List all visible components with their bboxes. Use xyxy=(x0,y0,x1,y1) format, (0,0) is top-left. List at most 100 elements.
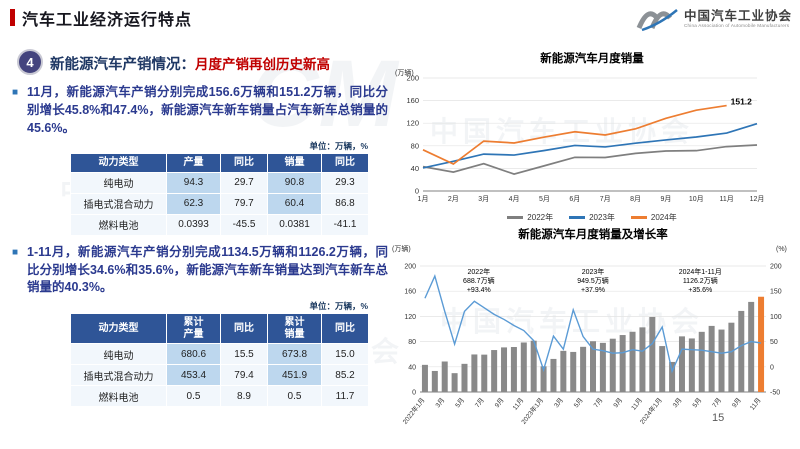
svg-text:1126.2万辆: 1126.2万辆 xyxy=(683,276,718,285)
bullet-square-icon: ■ xyxy=(12,87,19,98)
value-cell: 79.7 xyxy=(220,192,268,215)
svg-text:1月: 1月 xyxy=(418,195,429,203)
legend-swatch xyxy=(507,216,524,219)
svg-text:3月: 3月 xyxy=(478,195,489,203)
legend-label: 2023年 xyxy=(589,213,615,222)
value-cell: -41.1 xyxy=(321,213,369,236)
svg-text:120: 120 xyxy=(404,314,416,321)
svg-text:(%): (%) xyxy=(776,246,787,253)
chart1-title: 新能源汽车月度销量 xyxy=(540,53,644,65)
svg-text:151.2: 151.2 xyxy=(731,97,753,107)
row-label-cell: 插电式混合动力 xyxy=(70,364,167,386)
cumulative-table-block: 单位：万辆，% 动力类型 累计 产量 同比 累计 销量 同比 纯电动 680.6 15.5 6… xyxy=(70,300,369,407)
svg-text:5月: 5月 xyxy=(539,195,550,203)
value-cell: -45.5 xyxy=(220,213,268,236)
bullet-text: 1-11月，新能源汽车产销分别完成1134.5万辆和1126.2万辆，同比分别增… xyxy=(27,244,388,295)
value-cell: 85.2 xyxy=(321,364,369,386)
svg-text:160: 160 xyxy=(404,289,416,296)
cumulative-production-sales-table: 动力类型 累计 产量 同比 累计 销量 同比 纯电动 680.6 15.5 673.8 15.0… xyxy=(70,313,369,407)
svg-text:-50: -50 xyxy=(770,390,780,397)
svg-text:200: 200 xyxy=(770,264,782,271)
value-cell: 453.4 xyxy=(166,364,221,386)
svg-text:160: 160 xyxy=(406,96,419,105)
bullet-paragraph-november: ■ 11月，新能源汽车产销分别完成156.6万辆和151.2万辆，同比分别增长45… xyxy=(12,84,388,137)
svg-text:50: 50 xyxy=(770,339,778,346)
value-cell: 15.5 xyxy=(220,343,268,365)
org-name-cn: 中国汽车工业协会 xyxy=(683,8,792,23)
table-row: 插电式混合动力 453.4 79.4 451.9 85.2 xyxy=(70,364,369,386)
value-cell: 673.8 xyxy=(267,343,322,365)
svg-text:40: 40 xyxy=(408,364,416,371)
value-cell: 94.3 xyxy=(166,171,221,194)
bullet-text: 11月，新能源汽车产销分别完成156.6万辆和151.2万辆，同比分别增长45.… xyxy=(27,85,388,135)
table-row: 燃料电池 0.5 8.9 0.5 11.7 xyxy=(70,385,369,407)
svg-text:200: 200 xyxy=(404,264,416,271)
monthly-sales-line-chart: 0 40 80 120 160 200 1月 2月 3月 4月 5月 6月 7月 8月 9月 10月 11月 12… xyxy=(395,68,765,203)
chart2-block: 新能源汽车月度销量及增长率 0 40 80 120 160 200 -50 0 50 100 150… xyxy=(388,226,798,448)
legend-label: 2024年 xyxy=(650,213,677,222)
table-row: 纯电动 680.6 15.5 673.8 15.0 xyxy=(70,343,369,365)
svg-text:8月: 8月 xyxy=(630,195,641,203)
legend-swatch xyxy=(569,216,586,219)
unit-label: 单位：万辆，% xyxy=(309,301,368,311)
legend-item: 2023年 xyxy=(569,212,615,223)
svg-text:5月: 5月 xyxy=(454,396,467,409)
table-header-cell: 同比 xyxy=(321,313,369,344)
table-header-cell: 动力类型 xyxy=(70,313,167,344)
value-cell: 0.0381 xyxy=(267,213,322,236)
svg-text:+37.9%: +37.9% xyxy=(581,287,605,294)
legend-item: 2024年 xyxy=(630,212,677,223)
left-column: ■ 11月，新能源汽车产销分别完成156.6万辆和151.2万辆，同比分别增长45… xyxy=(12,84,388,415)
svg-text:80: 80 xyxy=(408,339,416,346)
row-label-cell: 燃料电池 xyxy=(70,385,167,407)
svg-text:120: 120 xyxy=(406,119,419,128)
header-accent-bar xyxy=(10,9,15,26)
chart2-title: 新能源汽车月度销量及增长率 xyxy=(518,229,668,241)
org-name-en: China Association of Automobile Manufact… xyxy=(683,23,790,29)
value-cell: 29.3 xyxy=(321,171,369,194)
svg-text:7月: 7月 xyxy=(711,396,724,409)
svg-text:4月: 4月 xyxy=(509,195,520,203)
svg-text:3月: 3月 xyxy=(671,396,684,409)
table-header-cell: 累计 产量 xyxy=(166,313,221,344)
value-cell: 680.6 xyxy=(166,343,221,365)
svg-text:7月: 7月 xyxy=(473,396,486,409)
svg-text:40: 40 xyxy=(411,164,419,173)
value-cell: 60.4 xyxy=(267,192,322,215)
page-title: 汽车工业经济运行特点 xyxy=(22,12,193,29)
table-header-row: 动力类型 累计 产量 同比 累计 销量 同比 xyxy=(70,313,369,344)
svg-text:+35.6%: +35.6% xyxy=(688,287,712,294)
svg-text:(万辆): (万辆) xyxy=(392,244,411,253)
table-header-cell: 同比 xyxy=(220,313,268,344)
monthly-sales-growth-chart: 0 40 80 120 160 200 -50 0 50 100 150 200 (万辆) (%) 2022… xyxy=(392,244,787,426)
value-cell: 29.7 xyxy=(220,171,268,194)
svg-text:949.5万辆: 949.5万辆 xyxy=(577,276,609,285)
svg-text:2024年1-11月: 2024年1-11月 xyxy=(679,267,722,276)
svg-text:688.7万辆: 688.7万辆 xyxy=(463,276,495,285)
bullet-paragraph-cumulative: ■ 1-11月，新能源汽车产销分别完成1134.5万辆和1126.2万辆，同比分别… xyxy=(12,244,388,297)
table-row: 燃料电池 0.0393 -45.5 0.0381 -41.1 xyxy=(70,213,369,236)
table-header-row: 动力类型 产量 同比 销量 同比 xyxy=(70,153,369,173)
value-cell: 0.5 xyxy=(166,385,221,407)
value-cell: 90.8 xyxy=(267,171,322,194)
legend-item: 2022年 xyxy=(507,212,553,223)
value-cell: 451.9 xyxy=(267,364,322,386)
svg-text:9月: 9月 xyxy=(730,396,743,409)
legend-swatch xyxy=(630,216,647,219)
svg-text:200: 200 xyxy=(406,74,419,83)
svg-text:80: 80 xyxy=(411,141,419,150)
svg-text:9月: 9月 xyxy=(493,396,506,409)
svg-text:5月: 5月 xyxy=(572,396,585,409)
svg-text:9月: 9月 xyxy=(660,195,671,203)
table-row: 纯电动 94.3 29.7 90.8 29.3 xyxy=(70,171,369,194)
svg-text:3月: 3月 xyxy=(552,396,565,409)
svg-text:5月: 5月 xyxy=(691,396,704,409)
cm-logo-icon xyxy=(635,4,679,34)
table-header-cell: 同比 xyxy=(220,153,268,173)
svg-text:11月: 11月 xyxy=(511,396,525,411)
table-header-cell: 动力类型 xyxy=(70,153,167,173)
svg-text:100: 100 xyxy=(770,314,782,321)
svg-text:12月: 12月 xyxy=(750,195,765,203)
page-number: 15 xyxy=(712,412,725,424)
